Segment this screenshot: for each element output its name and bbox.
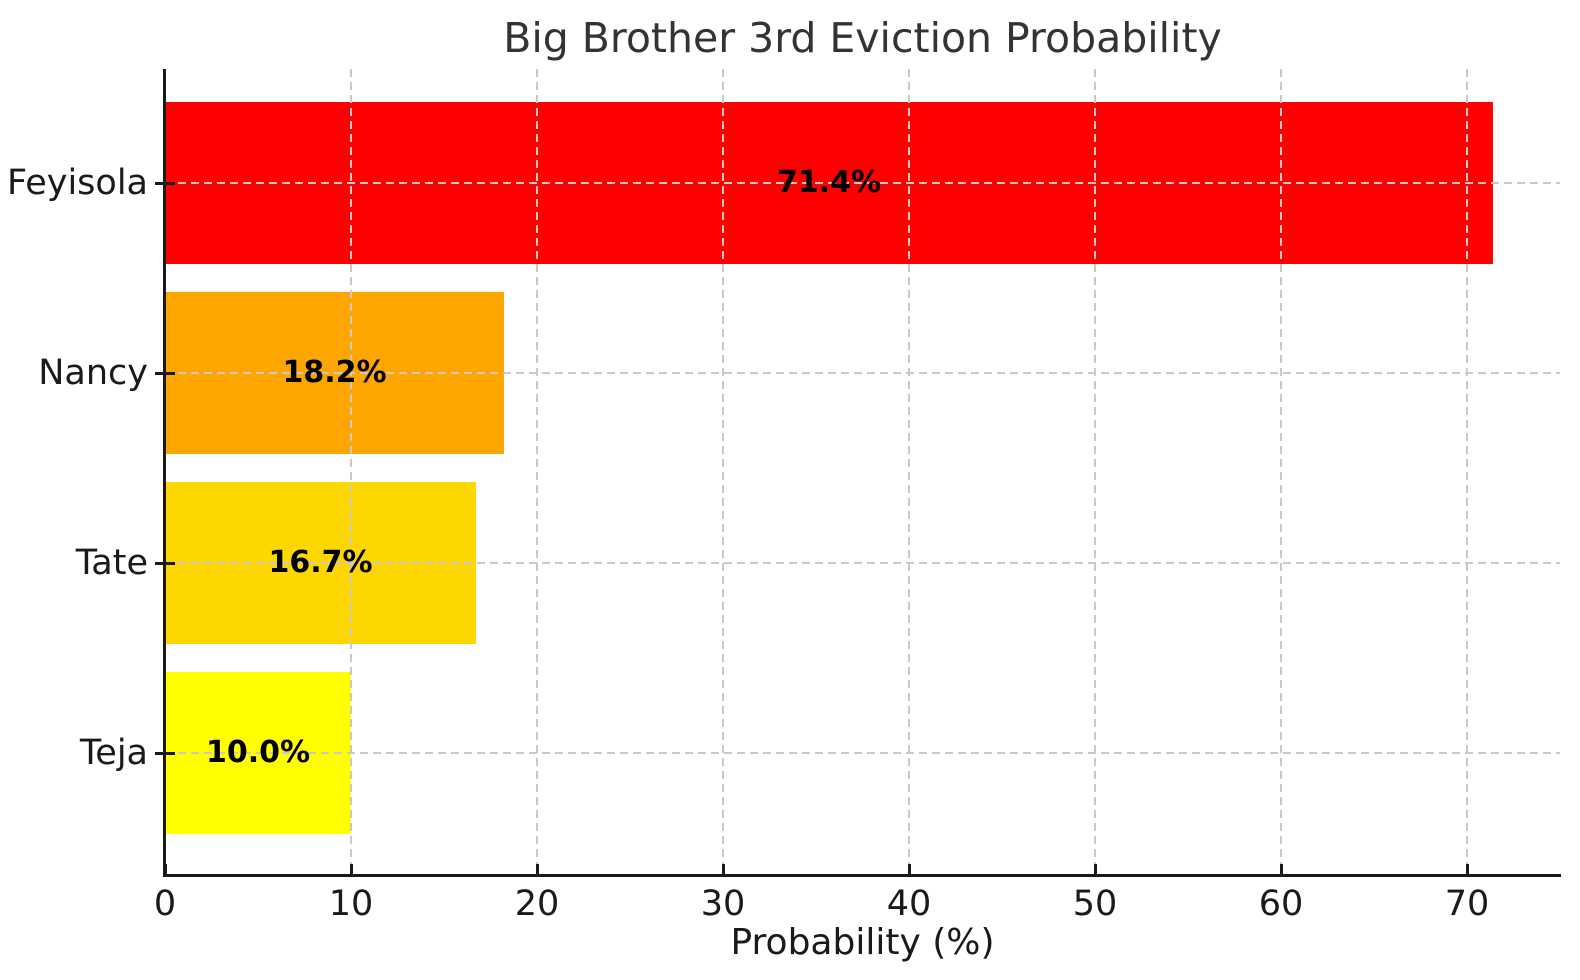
x-tick-label: 30 xyxy=(700,884,746,924)
x-tick-label: 50 xyxy=(1072,884,1118,924)
y-tick-mark xyxy=(155,752,175,755)
y-tick-mark xyxy=(155,182,175,185)
x-tick-label: 10 xyxy=(328,884,374,924)
v-gridline xyxy=(1280,69,1282,874)
x-tick-label: 40 xyxy=(886,884,932,924)
y-tick-label: Teja xyxy=(79,733,148,773)
x-axis-spine xyxy=(163,874,1561,877)
h-gridline xyxy=(165,752,1560,754)
x-tick-label: 60 xyxy=(1258,884,1304,924)
y-tick-label: Nancy xyxy=(38,353,148,393)
v-gridline xyxy=(908,69,910,874)
x-tick-label: 70 xyxy=(1444,884,1490,924)
bar-value-label: 18.2% xyxy=(282,355,387,390)
x-tick-mark xyxy=(1094,864,1097,874)
x-tick-mark xyxy=(722,864,725,874)
bar-value-label: 10.0% xyxy=(205,735,311,770)
bar-value-label: 71.4% xyxy=(776,165,882,200)
x-tick-label: 20 xyxy=(514,884,560,924)
h-gridline xyxy=(165,372,1560,374)
y-axis-spine xyxy=(163,69,166,877)
v-gridline xyxy=(722,69,724,874)
chart-title: Big Brother 3rd Eviction Probability xyxy=(503,14,1222,62)
x-tick-mark xyxy=(350,864,353,874)
v-gridline xyxy=(536,69,538,874)
y-tick-mark xyxy=(155,562,175,565)
v-gridline xyxy=(1466,69,1468,874)
y-tick-label: Tate xyxy=(75,543,148,583)
x-tick-mark xyxy=(908,864,911,874)
x-tick-mark xyxy=(1280,864,1283,874)
x-tick-mark xyxy=(164,864,167,874)
x-tick-mark xyxy=(1466,864,1469,874)
h-gridline xyxy=(165,182,1560,184)
x-axis-label: Probability (%) xyxy=(730,922,995,963)
bar-value-label: 16.7% xyxy=(268,545,373,580)
y-tick-label: Feyisola xyxy=(6,163,148,203)
v-gridline xyxy=(1094,69,1096,874)
x-tick-mark xyxy=(536,864,539,874)
y-tick-mark xyxy=(155,372,175,375)
v-gridline xyxy=(350,69,352,874)
x-tick-label: 0 xyxy=(153,884,177,924)
h-gridline xyxy=(165,562,1560,564)
